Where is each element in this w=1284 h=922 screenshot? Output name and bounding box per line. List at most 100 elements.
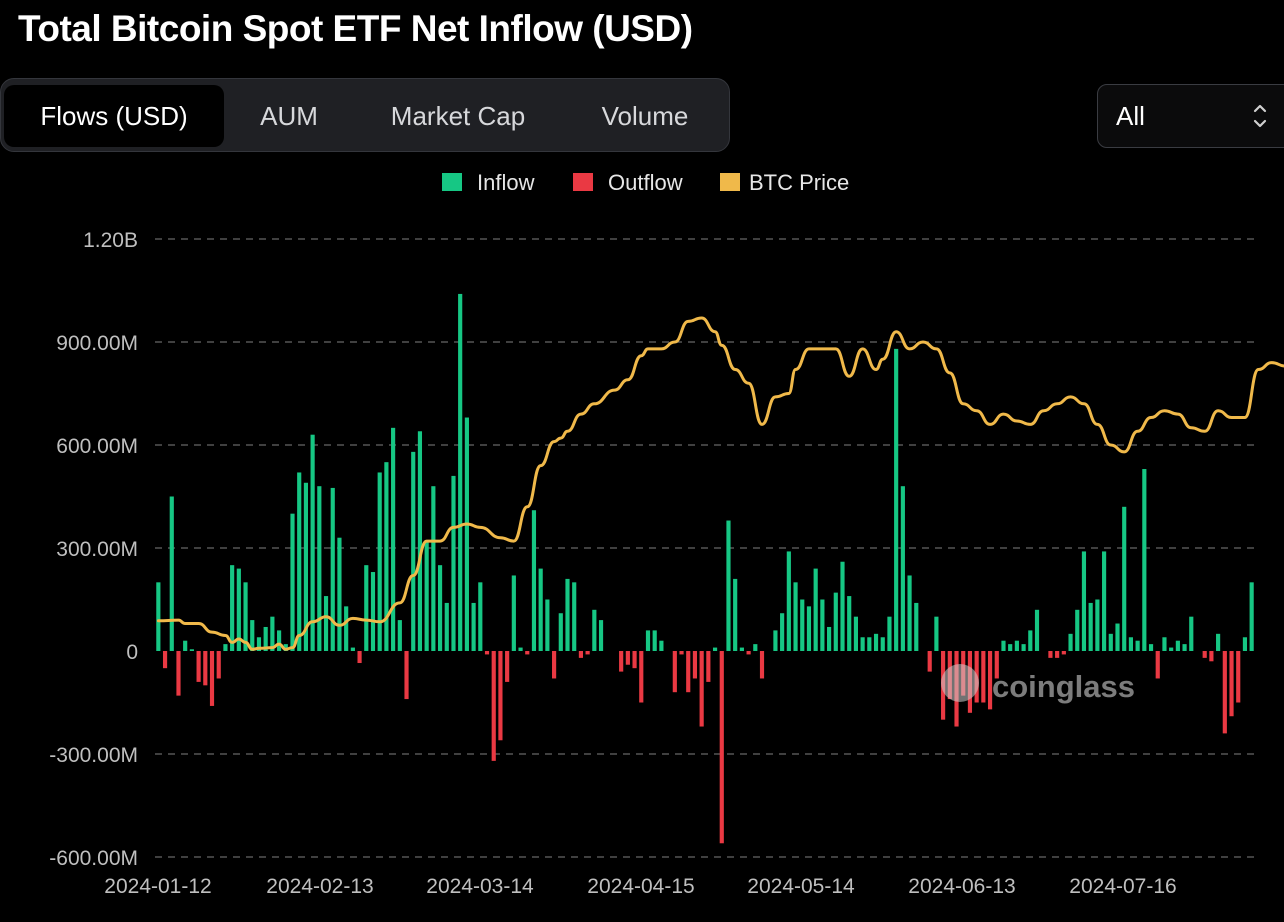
inflow-bar — [1034, 609, 1040, 651]
tab-volume[interactable]: Volume — [601, 101, 689, 131]
inflow-bar — [1115, 623, 1120, 651]
inflow-bar — [1008, 644, 1013, 651]
y-tick-label: -300.00M — [49, 744, 138, 767]
inflow-bar — [444, 602, 449, 651]
inflow-bar — [230, 565, 235, 651]
x-axis: 2024-01-12 2024-02-13 2024-03-14 2024-04-15… — [104, 875, 1176, 898]
tab-flows[interactable]: Flows (USD) — [4, 85, 224, 147]
legend-swatch-2 — [720, 173, 740, 191]
inflow-bar — [478, 582, 483, 651]
inflow-bar — [1216, 633, 1221, 651]
inflow-bar — [873, 633, 879, 651]
outflow-bar — [706, 651, 711, 682]
legend-swatch-0 — [442, 173, 462, 191]
inflow-bar — [847, 596, 852, 651]
inflow-bar — [840, 561, 845, 651]
outflow-bar — [209, 651, 215, 706]
outflow-bar — [1155, 651, 1160, 679]
inflow-bar — [773, 630, 778, 651]
y-tick-label: 900.00M — [56, 332, 138, 355]
outflow-bar — [1048, 651, 1053, 658]
inflow-bar — [424, 541, 429, 651]
y-axis: 1.20B 900.00M 600.00M 300.00M 0 -300.00M -600.… — [49, 229, 138, 870]
legend-label-1: Outflow — [608, 170, 683, 195]
x-tick-label: 2024-06-13 — [908, 875, 1015, 898]
inflow-bar — [370, 572, 376, 651]
outflow-bar — [578, 651, 583, 658]
y-tick-label: 1.20B — [83, 229, 138, 252]
inflow-bar — [156, 582, 161, 651]
outflow-bar — [505, 651, 510, 682]
inflow-bar — [813, 568, 818, 651]
inflow-bar — [860, 637, 865, 651]
inflow-bar — [350, 647, 355, 651]
inflow-bar — [323, 596, 329, 651]
y-tick-label: -600.00M — [49, 847, 138, 870]
inflow-bar — [310, 434, 315, 651]
inflow-bar — [411, 451, 416, 651]
inflow-bar — [1021, 644, 1026, 651]
inflow-bar — [458, 293, 463, 651]
inflow-bar — [1162, 637, 1167, 651]
y-tick-label: 0 — [126, 641, 138, 664]
outflow-bar — [746, 651, 751, 655]
inflow-bar — [800, 599, 805, 651]
inflow-bar — [303, 482, 308, 651]
inflow-bar — [417, 431, 423, 651]
x-tick-label: 2024-07-16 — [1069, 875, 1176, 898]
outflow-bar — [632, 651, 637, 669]
inflow-bar — [223, 644, 228, 651]
outflow-bar — [1202, 651, 1207, 658]
inflow-bar — [397, 620, 402, 651]
x-tick-label: 2024-03-14 — [426, 875, 534, 898]
inflow-bar — [531, 510, 537, 651]
outflow-bar — [1209, 651, 1214, 662]
inflow-bar — [243, 582, 248, 651]
inflow-bar — [806, 606, 812, 651]
inflow-bar — [572, 582, 577, 651]
inflow-bar — [437, 565, 443, 651]
time-range-select[interactable]: All — [1097, 84, 1284, 148]
outflow-bar — [357, 651, 362, 664]
inflow-bar — [297, 472, 302, 651]
x-tick-label: 2024-01-12 — [104, 875, 211, 898]
inflow-bar — [1189, 616, 1194, 651]
inflow-bar — [914, 602, 919, 651]
inflow-bar — [565, 578, 570, 651]
inflow-bar — [518, 647, 523, 651]
outflow-bar — [491, 651, 496, 761]
inflow-bar — [1128, 637, 1133, 651]
inflow-bar — [1028, 630, 1033, 651]
inflow-bar — [1135, 640, 1140, 651]
chevron-updown-icon — [1253, 104, 1267, 128]
outflow-bar — [719, 651, 724, 844]
inflow-bar — [511, 575, 516, 651]
inflow-bar — [827, 626, 832, 651]
inflow-bar — [270, 616, 275, 651]
inflow-bar — [753, 644, 758, 651]
inflow-bar — [263, 626, 268, 651]
btc-price-line — [156, 316, 1284, 651]
inflow-bar — [337, 537, 342, 651]
inflow-bar — [277, 630, 282, 651]
inflow-bar — [558, 613, 563, 651]
inflow-bar — [384, 462, 389, 651]
inflow-bar — [1095, 599, 1100, 651]
outflow-bar — [699, 651, 704, 727]
outflow-bar — [404, 651, 409, 700]
outflow-bar — [679, 651, 684, 655]
legend-label-2: BTC Price — [749, 170, 849, 195]
chart-grid — [155, 238, 1255, 858]
outflow-bar — [619, 651, 624, 672]
tab-aum[interactable]: AUM — [260, 101, 318, 131]
btc-price-path — [156, 316, 1284, 651]
inflow-bar — [317, 486, 322, 651]
outflow-bar — [585, 651, 590, 655]
inflow-bar — [934, 616, 939, 651]
inflow-bar — [290, 513, 295, 651]
inflow-bar — [1142, 469, 1147, 651]
coinglass-logo-icon — [941, 664, 979, 702]
tab-market-cap[interactable]: Market Cap — [390, 101, 526, 131]
inflow-bar — [1108, 633, 1113, 651]
